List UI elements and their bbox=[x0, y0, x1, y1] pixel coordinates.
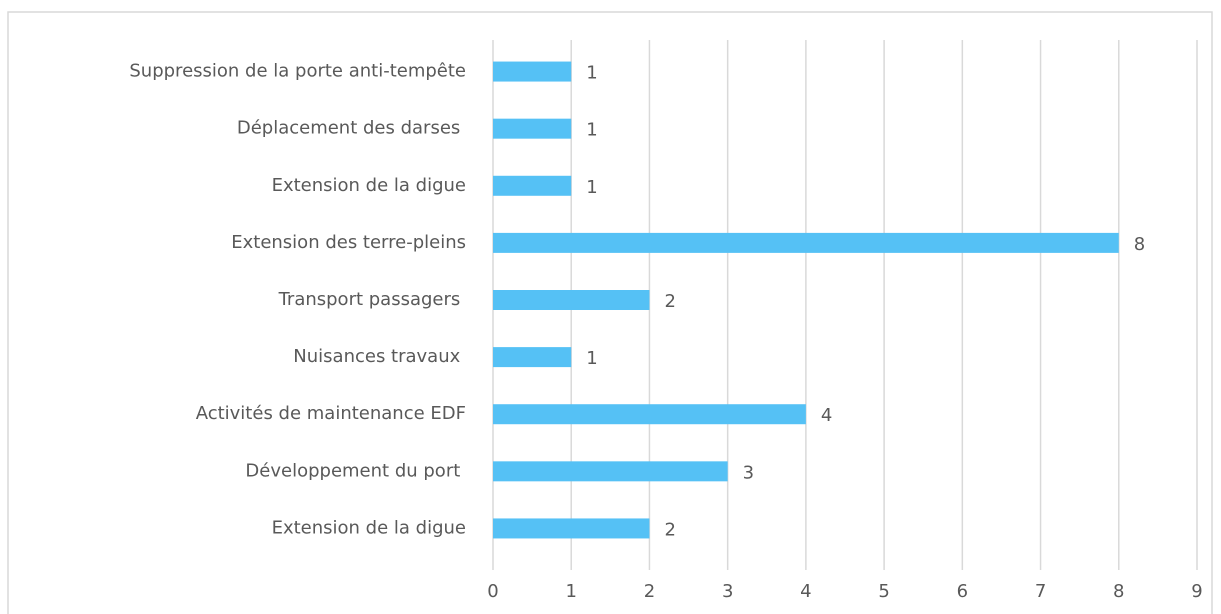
x-tick-label: 4 bbox=[800, 581, 811, 602]
data-label: 1 bbox=[586, 120, 597, 141]
y-tick-label: Extension de la digue bbox=[272, 517, 466, 538]
bar bbox=[493, 461, 728, 482]
x-tick-label: 6 bbox=[957, 581, 968, 602]
bar bbox=[493, 518, 650, 539]
y-tick-label: Suppression de la porte anti-tempête bbox=[129, 61, 466, 82]
x-tick-label: 7 bbox=[1035, 581, 1046, 602]
data-label: 1 bbox=[586, 177, 597, 198]
data-label: 1 bbox=[586, 348, 597, 369]
x-tick-label: 1 bbox=[565, 581, 576, 602]
data-label: 8 bbox=[1134, 234, 1145, 255]
y-tick-label: Extension des terre-pleins bbox=[231, 232, 466, 253]
bar bbox=[493, 404, 806, 425]
bar bbox=[493, 347, 572, 368]
bar bbox=[493, 232, 1119, 253]
bar bbox=[493, 61, 572, 82]
y-tick-label: Extension de la digue bbox=[272, 175, 466, 196]
bar bbox=[493, 175, 572, 196]
y-tick-label: Développement du port bbox=[245, 460, 466, 481]
x-tick-label: 3 bbox=[722, 581, 733, 602]
data-label: 3 bbox=[743, 462, 754, 483]
x-tick-label: 2 bbox=[644, 581, 655, 602]
data-label: 4 bbox=[821, 405, 832, 426]
y-tick-label: Activités de maintenance EDF bbox=[196, 403, 466, 424]
y-tick-label: Déplacement des darses bbox=[237, 118, 466, 139]
data-label: 1 bbox=[586, 63, 597, 84]
x-tick-label: 0 bbox=[487, 581, 498, 602]
x-tick-label: 9 bbox=[1191, 581, 1202, 602]
chart-frame bbox=[7, 11, 1213, 614]
x-tick-label: 5 bbox=[878, 581, 889, 602]
y-tick-label: Transport passagers bbox=[278, 289, 466, 310]
data-label: 2 bbox=[664, 291, 675, 312]
y-tick-label: Nuisances travaux bbox=[293, 346, 466, 367]
bar bbox=[493, 118, 572, 139]
data-label: 2 bbox=[664, 519, 675, 540]
bar bbox=[493, 290, 650, 310]
x-tick-label: 8 bbox=[1113, 581, 1124, 602]
